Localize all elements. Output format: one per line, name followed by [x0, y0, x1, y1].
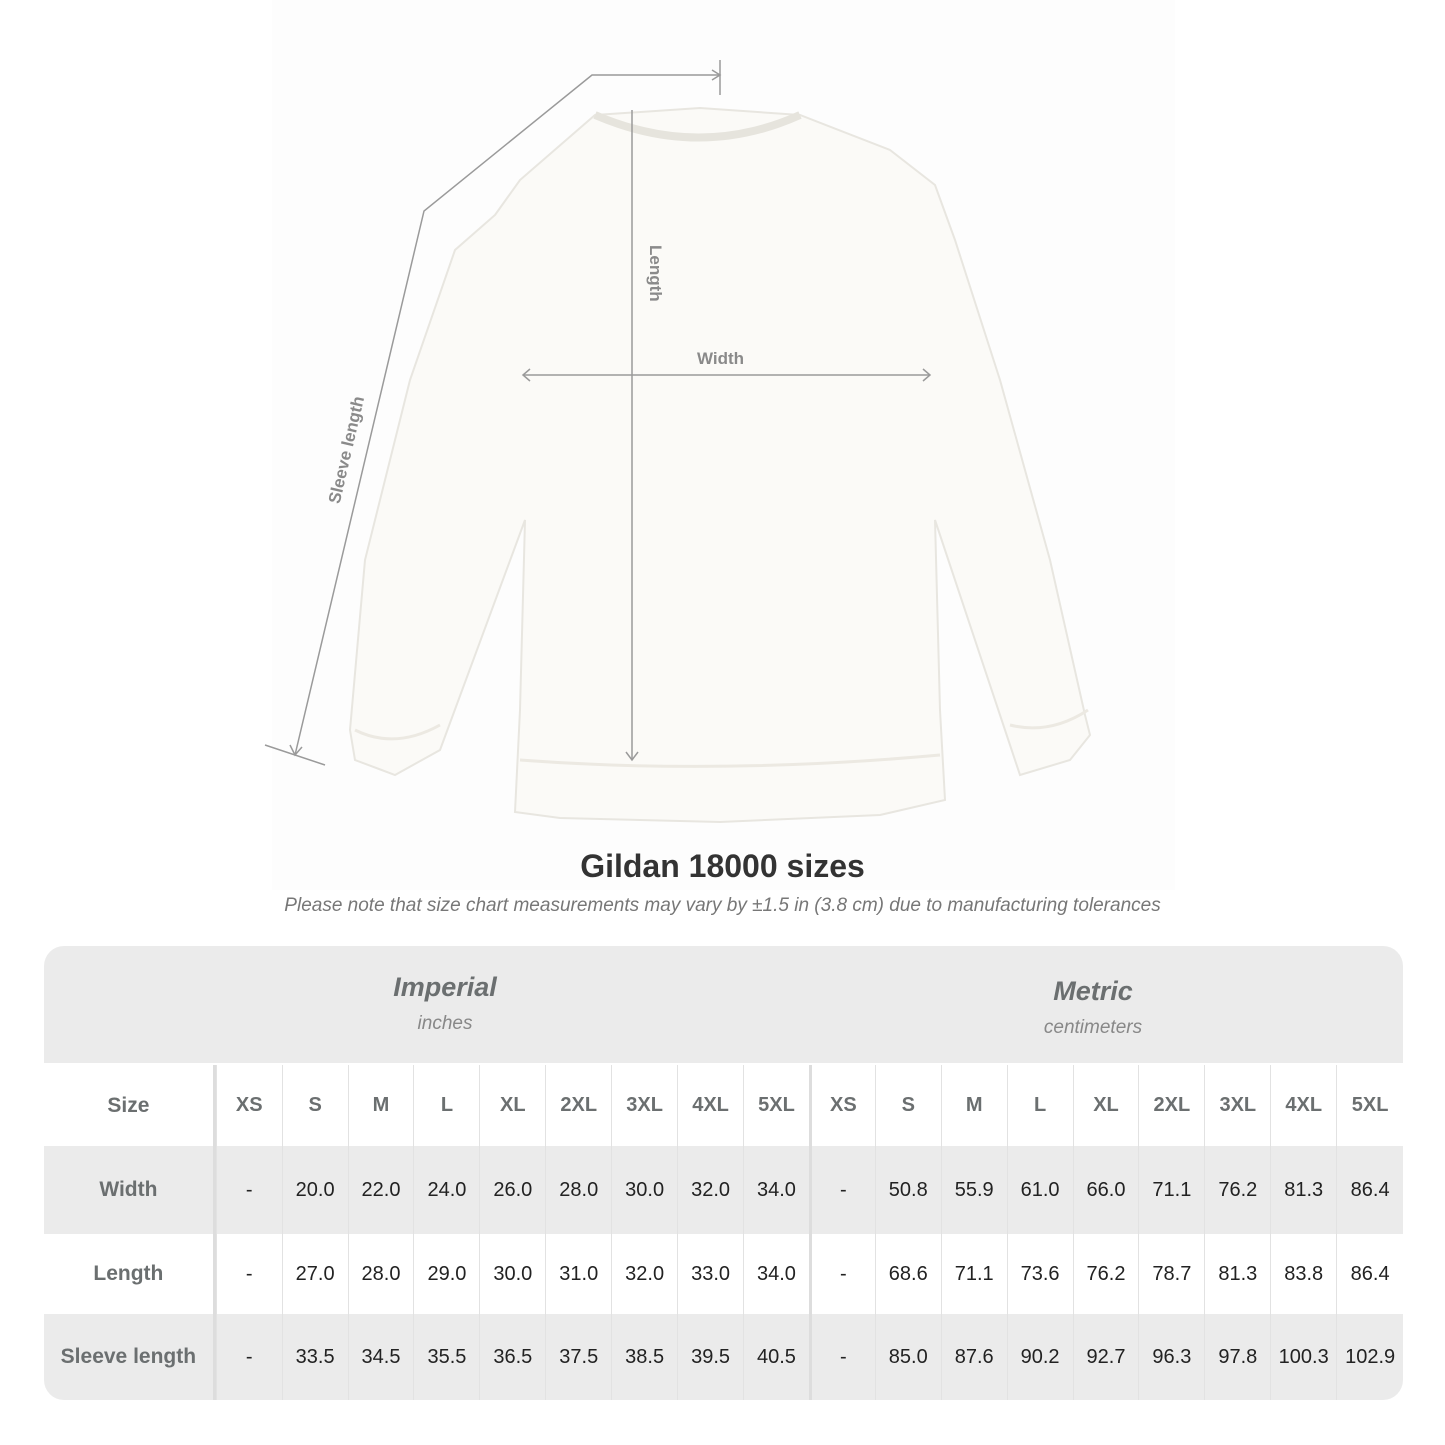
metric-value-cell: 102.9 — [1336, 1314, 1403, 1400]
imperial-value-cell: 40.5 — [743, 1314, 809, 1400]
metric-value-cell: 83.8 — [1270, 1234, 1336, 1314]
page-title: Gildan 18000 sizes — [580, 848, 865, 884]
unit-header-band — [44, 946, 1403, 1063]
metric-value-cell: 76.2 — [1204, 1146, 1270, 1234]
imperial-value-cell: 39.5 — [677, 1314, 743, 1400]
imperial-value-cell: 36.5 — [479, 1314, 545, 1400]
metric-value-cell: 97.8 — [1204, 1314, 1270, 1400]
sweatshirt-image — [348, 106, 1092, 824]
metric-value-cell: 66.0 — [1072, 1146, 1139, 1234]
sweatshirt-diagram — [264, 60, 1092, 824]
metric-value-cell: 100.3 — [1270, 1314, 1336, 1400]
row-label: Length — [44, 1234, 216, 1314]
row-label: Sleeve length — [44, 1314, 216, 1400]
metric-value-cell: 81.3 — [1204, 1234, 1270, 1314]
tolerance-note: Please note that size chart measurements… — [284, 895, 1161, 916]
row-label: Width — [44, 1146, 216, 1234]
imperial-value-cell: 22.0 — [347, 1146, 414, 1234]
imperial-value-cell: 31.0 — [545, 1234, 611, 1314]
imperial-value-cell: 32.0 — [677, 1146, 743, 1234]
metric-value-cell: 85.0 — [874, 1314, 941, 1400]
imperial-size-header: 4XL — [677, 1065, 743, 1146]
width-label: Width — [697, 349, 745, 368]
metric-value-cell: 73.6 — [1006, 1234, 1073, 1314]
imperial-value-cell: 33.0 — [677, 1234, 743, 1314]
metric-unit: centimeters — [1043, 1017, 1143, 1038]
imperial-value-cell: 32.0 — [611, 1234, 677, 1314]
imperial-size-header: XS — [215, 1065, 282, 1146]
imperial-value-cell: 28.0 — [545, 1146, 611, 1234]
table-row: Length -27.0 28.0 29.0 30.0 31.0 32.0 33.0 34.0-… — [44, 1234, 1403, 1314]
metric-value-cell: 96.3 — [1138, 1314, 1204, 1400]
metric-size-header: 4XL — [1270, 1065, 1336, 1146]
metric-value-cell: - — [808, 1234, 875, 1314]
imperial-value-cell: 26.0 — [479, 1146, 545, 1234]
metric-value-cell: 81.3 — [1270, 1146, 1336, 1234]
metric-value-cell: 92.7 — [1072, 1314, 1139, 1400]
length-label: Length — [646, 245, 665, 302]
metric-size-header: M — [940, 1065, 1007, 1146]
metric-size-header: XS — [808, 1065, 875, 1146]
metric-value-cell: 86.4 — [1336, 1146, 1403, 1234]
imperial-value-cell: 35.5 — [413, 1314, 479, 1400]
metric-value-cell: 90.2 — [1006, 1314, 1073, 1400]
imperial-value-cell: 30.0 — [479, 1234, 545, 1314]
imperial-value-cell: 34.0 — [743, 1146, 809, 1234]
metric-size-header: L — [1006, 1065, 1073, 1146]
imperial-size-header: M — [347, 1065, 414, 1146]
imperial-header: Imperial inches — [145, 972, 745, 1035]
imperial-value-cell: - — [215, 1146, 282, 1234]
imperial-size-header: S — [281, 1065, 348, 1146]
imperial-title: Imperial — [393, 972, 497, 1002]
imperial-size-header: 2XL — [545, 1065, 611, 1146]
metric-value-cell: 68.6 — [874, 1234, 941, 1314]
size-header-row: Size XS S M L XL 2XL 3XL 4XL 5XL XS S M L XL 2XL 3XL 4XL 5… — [44, 1065, 1403, 1146]
imperial-value-cell: - — [215, 1234, 282, 1314]
imperial-value-cell: - — [215, 1314, 282, 1400]
metric-size-header: 5XL — [1336, 1065, 1403, 1146]
imperial-value-cell: 20.0 — [281, 1146, 348, 1234]
metric-value-cell: 86.4 — [1336, 1234, 1403, 1314]
imperial-size-header: L — [413, 1065, 479, 1146]
imperial-value-cell: 33.5 — [281, 1314, 348, 1400]
imperial-size-header: 5XL — [743, 1065, 809, 1146]
metric-value-cell: 50.8 — [874, 1146, 941, 1234]
metric-size-header: S — [874, 1065, 941, 1146]
imperial-size-header: 3XL — [611, 1065, 677, 1146]
imperial-value-cell: 38.5 — [611, 1314, 677, 1400]
imperial-value-cell: 30.0 — [611, 1146, 677, 1234]
imperial-value-cell: 34.0 — [743, 1234, 809, 1314]
metric-size-header: 3XL — [1204, 1065, 1270, 1146]
row-label: Size — [44, 1065, 216, 1146]
metric-value-cell: 71.1 — [940, 1234, 1007, 1314]
metric-value-cell: 87.6 — [940, 1314, 1007, 1400]
imperial-size-header: XL — [479, 1065, 545, 1146]
metric-value-cell: 71.1 — [1138, 1146, 1204, 1234]
metric-value-cell: 76.2 — [1072, 1234, 1139, 1314]
metric-value-cell: 78.7 — [1138, 1234, 1204, 1314]
imperial-value-cell: 28.0 — [347, 1234, 414, 1314]
measurement-lines — [264, 60, 932, 766]
imperial-unit: inches — [417, 1013, 473, 1034]
imperial-value-cell: 24.0 — [413, 1146, 479, 1234]
metric-value-cell: 55.9 — [940, 1146, 1007, 1234]
table-row: Width -20.0 22.0 24.0 26.0 28.0 30.0 32.0 34.0-5… — [44, 1146, 1403, 1234]
metric-title: Metric — [1053, 976, 1133, 1006]
metric-value-cell: 61.0 — [1006, 1146, 1073, 1234]
metric-value-cell: - — [808, 1314, 875, 1400]
size-table: Imperial inches Metric centimeters Size X… — [44, 946, 1403, 1400]
imperial-value-cell: 34.5 — [347, 1314, 414, 1400]
metric-header: Metric centimeters — [793, 976, 1393, 1039]
imperial-value-cell: 37.5 — [545, 1314, 611, 1400]
imperial-value-cell: 29.0 — [413, 1234, 479, 1314]
imperial-value-cell: 27.0 — [281, 1234, 348, 1314]
metric-value-cell: - — [808, 1146, 875, 1234]
table-row: Sleeve length -33.5 34.5 35.5 36.5 37.5 38.5 39… — [44, 1314, 1403, 1400]
metric-size-header: XL — [1072, 1065, 1139, 1146]
metric-size-header: 2XL — [1138, 1065, 1204, 1146]
